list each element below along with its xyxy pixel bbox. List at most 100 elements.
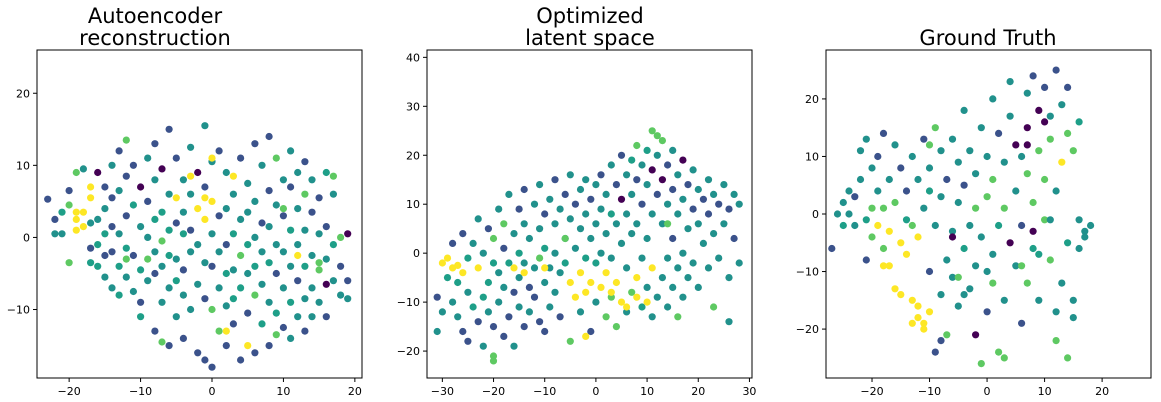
scatter-point (1075, 216, 1083, 224)
scatter-point (612, 323, 621, 331)
scatter-point (556, 205, 564, 213)
scatter-points (828, 66, 1095, 368)
scatter-point (546, 264, 554, 272)
scatter-point (925, 267, 934, 276)
scatter-point (602, 313, 610, 321)
scatter-point (931, 124, 939, 132)
scatter-point (617, 298, 626, 306)
scatter-point (623, 264, 631, 272)
scatter-point (510, 230, 518, 238)
scatter-point (720, 181, 728, 189)
scatter-point (108, 284, 116, 292)
scatter-point (108, 161, 116, 169)
scatter-point (322, 223, 330, 231)
scatter-point (1000, 158, 1008, 166)
scatter-point (165, 226, 173, 234)
scatter-point (151, 176, 159, 184)
scatter-point (937, 193, 945, 201)
scatter-point (510, 288, 518, 296)
scatter-point (129, 251, 137, 260)
scatter-point (954, 198, 962, 207)
scatter-point (525, 234, 534, 243)
scatter-point (251, 140, 259, 148)
scatter-point (920, 325, 928, 333)
scatter-point (272, 201, 280, 209)
scatter-point (730, 190, 738, 198)
scatter-point (101, 251, 109, 260)
scatter-point (294, 168, 302, 177)
scatter-point (1029, 198, 1037, 207)
scatter-point (1046, 135, 1054, 143)
scatter-point (287, 334, 295, 342)
scatter-point (58, 208, 66, 216)
scatter-point (172, 255, 180, 263)
scatter-point (201, 356, 209, 364)
scatter-point (258, 219, 266, 227)
scatter-point (158, 237, 166, 245)
scatter-point (94, 168, 102, 177)
scatter-point (322, 313, 330, 321)
scatter-point (151, 140, 159, 148)
scatter-point (151, 248, 159, 256)
scatter-point (94, 262, 102, 270)
scatter-point (576, 225, 585, 233)
scatter-point (977, 124, 985, 132)
scatter-point (868, 204, 876, 212)
scatter-point (484, 225, 492, 233)
scatter-point (648, 166, 656, 174)
scatter-point (576, 185, 585, 194)
scatter-point (1018, 319, 1026, 327)
scatter-point (474, 215, 482, 223)
scatter-point (172, 154, 180, 162)
scatter-point (287, 262, 295, 270)
scatter-point (201, 295, 209, 303)
x-tick-label: −30 (431, 385, 454, 398)
scatter-point (874, 187, 882, 195)
scatter-point (265, 187, 273, 195)
scatter-point (301, 295, 309, 303)
scatter-point (229, 230, 237, 238)
x-tick-label: 20 (691, 385, 705, 398)
scatter-point (72, 215, 80, 223)
scatter-point (541, 210, 549, 218)
scatter-point (158, 338, 166, 346)
scatter-point (648, 313, 656, 321)
scatter-point (294, 241, 302, 249)
scatter-point (862, 135, 870, 143)
scatter-point (566, 215, 574, 223)
y-tick-label: 20 (805, 93, 819, 106)
scatter-point (484, 278, 492, 287)
scatter-point (556, 313, 564, 321)
scatter-point (1046, 216, 1054, 224)
scatter-point (1035, 106, 1043, 114)
scatter-point (187, 248, 195, 256)
scatter-point (454, 313, 462, 321)
scatter-point (617, 151, 626, 159)
scatter-point (187, 190, 195, 198)
x-tick-label: −20 (482, 385, 505, 398)
scatter-point (1064, 129, 1072, 137)
scatter-point (258, 161, 266, 169)
scatter-point (237, 356, 245, 364)
scatter-point (101, 273, 109, 281)
scatter-point (633, 176, 641, 184)
scatter-point (948, 273, 957, 281)
scatter-point (87, 183, 95, 191)
scatter-point (520, 185, 528, 194)
scatter-point (920, 204, 928, 212)
scatter-point (201, 122, 209, 130)
scatter-point (1035, 147, 1043, 155)
scatter-point (72, 208, 80, 216)
scatter-point (272, 309, 280, 317)
scatter-point (144, 154, 152, 162)
scatter-point (279, 323, 287, 332)
scatter-point (137, 183, 145, 191)
scatter-point (1023, 89, 1031, 97)
scatter-point (144, 233, 152, 241)
scatter-point (972, 262, 980, 270)
scatter-point (215, 147, 223, 155)
scatter-point (530, 264, 539, 272)
scatter-point (179, 208, 187, 216)
x-tick-label: −10 (533, 385, 556, 398)
scatter-point (617, 195, 626, 203)
